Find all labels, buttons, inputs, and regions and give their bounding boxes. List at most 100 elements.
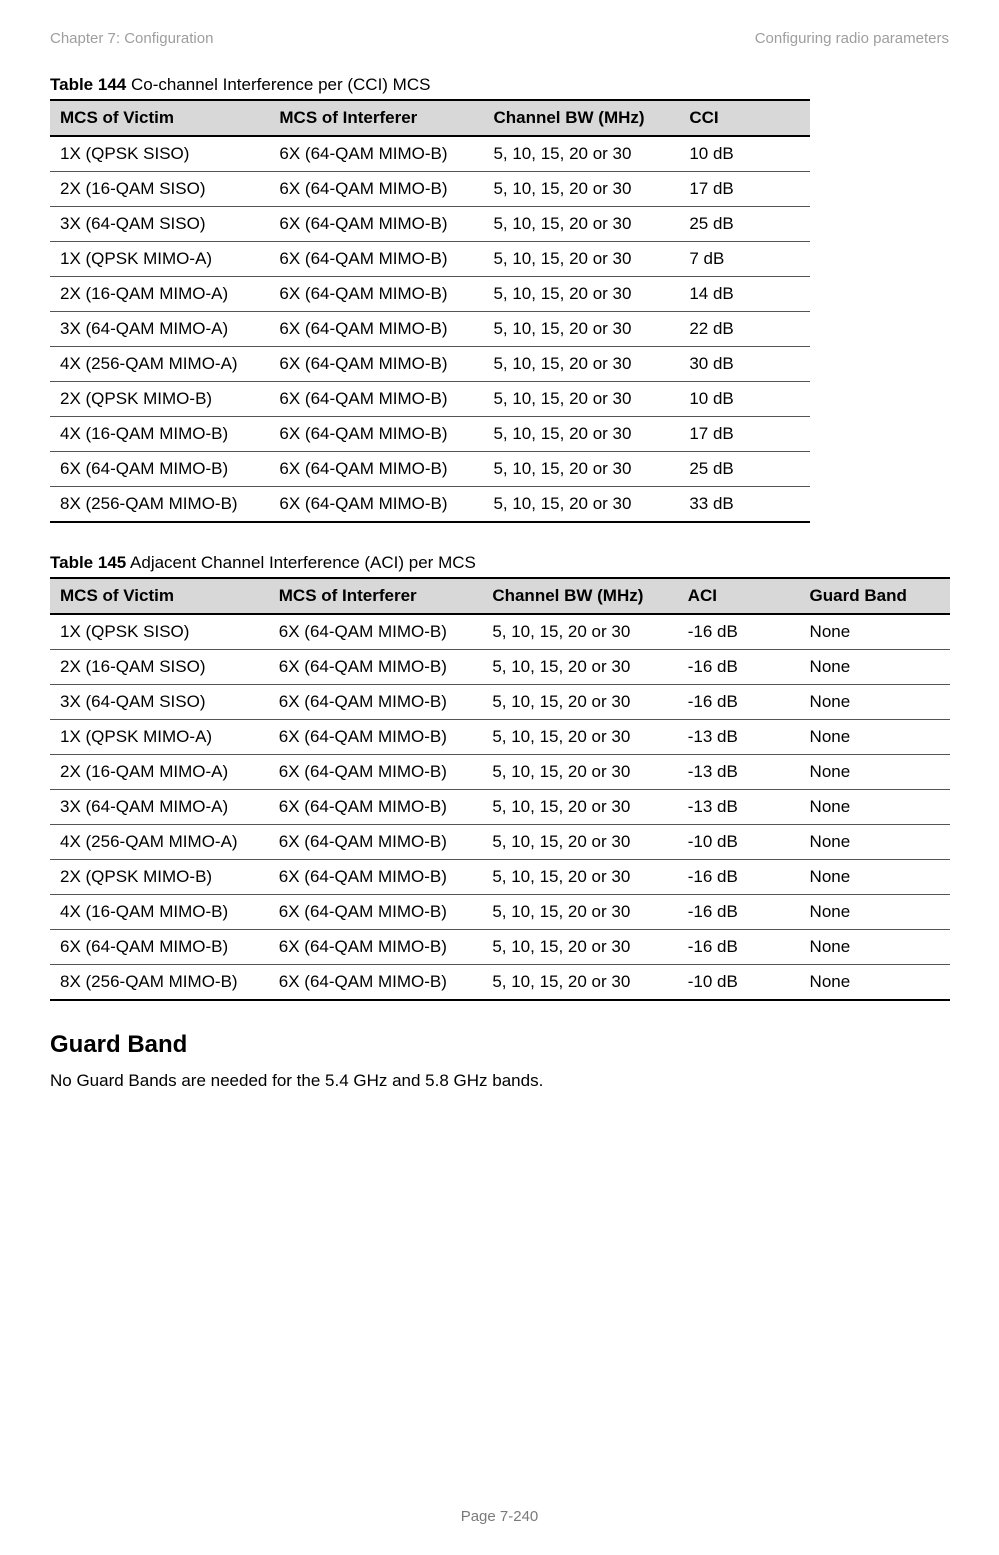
table-row: 2X (QPSK MIMO-B)6X (64-QAM MIMO-B)5, 10,… — [50, 860, 950, 895]
table-cell: 3X (64-QAM MIMO-A) — [50, 790, 269, 825]
table-cell: 2X (16-QAM SISO) — [50, 172, 269, 207]
table-row: 1X (QPSK MIMO-A)6X (64-QAM MIMO-B)5, 10,… — [50, 720, 950, 755]
table-column-header: MCS of Victim — [50, 100, 269, 136]
table1: MCS of VictimMCS of InterfererChannel BW… — [50, 99, 810, 523]
table-row: 3X (64-QAM SISO)6X (64-QAM MIMO-B)5, 10,… — [50, 685, 950, 720]
table-cell: 3X (64-QAM MIMO-A) — [50, 312, 269, 347]
table-cell: 22 dB — [679, 312, 810, 347]
page-header: Chapter 7: Configuration Configuring rad… — [50, 30, 949, 47]
table2-caption: Table 145 Adjacent Channel Interference … — [50, 553, 949, 573]
table2-body: 1X (QPSK SISO)6X (64-QAM MIMO-B)5, 10, 1… — [50, 614, 950, 1000]
table-cell: 6X (64-QAM MIMO-B) — [269, 685, 483, 720]
table-cell: 1X (QPSK MIMO-A) — [50, 242, 269, 277]
table-cell: 6X (64-QAM MIMO-B) — [269, 825, 483, 860]
table-row: 2X (16-QAM SISO)6X (64-QAM MIMO-B)5, 10,… — [50, 172, 810, 207]
table-cell: 5, 10, 15, 20 or 30 — [483, 277, 679, 312]
table-cell: 6X (64-QAM MIMO-B) — [269, 172, 483, 207]
table-cell: None — [800, 685, 950, 720]
table-cell: None — [800, 965, 950, 1001]
table-cell: 6X (64-QAM MIMO-B) — [269, 312, 483, 347]
table-cell: None — [800, 860, 950, 895]
table-cell: 6X (64-QAM MIMO-B) — [269, 242, 483, 277]
table-cell: None — [800, 650, 950, 685]
table-cell: 2X (QPSK MIMO-B) — [50, 860, 269, 895]
table-cell: 5, 10, 15, 20 or 30 — [482, 965, 677, 1001]
table-cell: None — [800, 930, 950, 965]
table-column-header: MCS of Interferer — [269, 100, 483, 136]
table-row: 4X (16-QAM MIMO-B)6X (64-QAM MIMO-B)5, 1… — [50, 895, 950, 930]
table-cell: 6X (64-QAM MIMO-B) — [269, 487, 483, 523]
table-cell: 5, 10, 15, 20 or 30 — [483, 487, 679, 523]
table-cell: 17 dB — [679, 417, 810, 452]
table-row: 2X (16-QAM MIMO-A)6X (64-QAM MIMO-B)5, 1… — [50, 755, 950, 790]
table-cell: 5, 10, 15, 20 or 30 — [483, 136, 679, 172]
table-cell: 4X (256-QAM MIMO-A) — [50, 347, 269, 382]
table1-head: MCS of VictimMCS of InterfererChannel BW… — [50, 100, 810, 136]
table-cell: 5, 10, 15, 20 or 30 — [483, 242, 679, 277]
table-row: 1X (QPSK SISO)6X (64-QAM MIMO-B)5, 10, 1… — [50, 136, 810, 172]
section-text: No Guard Bands are needed for the 5.4 GH… — [50, 1071, 949, 1091]
table-cell: 6X (64-QAM MIMO-B) — [269, 614, 483, 650]
table-cell: 5, 10, 15, 20 or 30 — [482, 930, 677, 965]
table-row: 2X (QPSK MIMO-B)6X (64-QAM MIMO-B)5, 10,… — [50, 382, 810, 417]
table-cell: 4X (16-QAM MIMO-B) — [50, 417, 269, 452]
section-heading: Guard Band — [50, 1031, 949, 1059]
table-column-header: ACI — [678, 578, 800, 614]
table-cell: -16 dB — [678, 650, 800, 685]
table-cell: None — [800, 825, 950, 860]
table-cell: 6X (64-QAM MIMO-B) — [50, 930, 269, 965]
table-cell: 4X (256-QAM MIMO-A) — [50, 825, 269, 860]
table-cell: 2X (QPSK MIMO-B) — [50, 382, 269, 417]
table-cell: 6X (64-QAM MIMO-B) — [269, 650, 483, 685]
table-cell: 5, 10, 15, 20 or 30 — [482, 825, 677, 860]
table-column-header: Guard Band — [800, 578, 950, 614]
table-cell: 6X (64-QAM MIMO-B) — [269, 930, 483, 965]
table-cell: 5, 10, 15, 20 or 30 — [482, 650, 677, 685]
table2: MCS of VictimMCS of InterfererChannel BW… — [50, 577, 950, 1001]
page-number: Page 7-240 — [0, 1508, 999, 1525]
table-cell: 6X (64-QAM MIMO-B) — [269, 417, 483, 452]
table-row: 4X (256-QAM MIMO-A)6X (64-QAM MIMO-B)5, … — [50, 347, 810, 382]
table-cell: 6X (64-QAM MIMO-B) — [269, 136, 483, 172]
table-column-header: MCS of Interferer — [269, 578, 483, 614]
table-cell: 5, 10, 15, 20 or 30 — [483, 417, 679, 452]
table-cell: 6X (64-QAM MIMO-B) — [269, 207, 483, 242]
table-cell: 6X (64-QAM MIMO-B) — [50, 452, 269, 487]
table-cell: 2X (16-QAM SISO) — [50, 650, 269, 685]
table-row: 4X (16-QAM MIMO-B)6X (64-QAM MIMO-B)5, 1… — [50, 417, 810, 452]
table-cell: 8X (256-QAM MIMO-B) — [50, 965, 269, 1001]
table-cell: 5, 10, 15, 20 or 30 — [483, 347, 679, 382]
table-cell: -13 dB — [678, 790, 800, 825]
table2-caption-rest: Adjacent Channel Interference (ACI) per … — [126, 553, 476, 572]
table-cell: None — [800, 614, 950, 650]
table-cell: 2X (16-QAM MIMO-A) — [50, 277, 269, 312]
table-column-header: CCI — [679, 100, 810, 136]
table-cell: 5, 10, 15, 20 or 30 — [482, 790, 677, 825]
table-cell: -13 dB — [678, 720, 800, 755]
table-row: 6X (64-QAM MIMO-B)6X (64-QAM MIMO-B)5, 1… — [50, 930, 950, 965]
table-cell: 5, 10, 15, 20 or 30 — [482, 895, 677, 930]
table-row: 3X (64-QAM SISO)6X (64-QAM MIMO-B)5, 10,… — [50, 207, 810, 242]
table-row: 8X (256-QAM MIMO-B)6X (64-QAM MIMO-B)5, … — [50, 487, 810, 523]
table-cell: None — [800, 755, 950, 790]
table-cell: -16 dB — [678, 860, 800, 895]
table-cell: -10 dB — [678, 825, 800, 860]
table2-header-row: MCS of VictimMCS of InterfererChannel BW… — [50, 578, 950, 614]
table-cell: None — [800, 720, 950, 755]
table-column-header: Channel BW (MHz) — [483, 100, 679, 136]
table-cell: 5, 10, 15, 20 or 30 — [482, 755, 677, 790]
table-cell: 6X (64-QAM MIMO-B) — [269, 860, 483, 895]
table-cell: 25 dB — [679, 452, 810, 487]
table-column-header: MCS of Victim — [50, 578, 269, 614]
table-cell: 4X (16-QAM MIMO-B) — [50, 895, 269, 930]
table-cell: 6X (64-QAM MIMO-B) — [269, 382, 483, 417]
table-cell: 2X (16-QAM MIMO-A) — [50, 755, 269, 790]
table1-header-row: MCS of VictimMCS of InterfererChannel BW… — [50, 100, 810, 136]
table-cell: 25 dB — [679, 207, 810, 242]
table-cell: 6X (64-QAM MIMO-B) — [269, 790, 483, 825]
table-cell: 5, 10, 15, 20 or 30 — [482, 614, 677, 650]
table-cell: 6X (64-QAM MIMO-B) — [269, 720, 483, 755]
table-cell: 7 dB — [679, 242, 810, 277]
table-cell: 5, 10, 15, 20 or 30 — [482, 720, 677, 755]
table2-head: MCS of VictimMCS of InterfererChannel BW… — [50, 578, 950, 614]
